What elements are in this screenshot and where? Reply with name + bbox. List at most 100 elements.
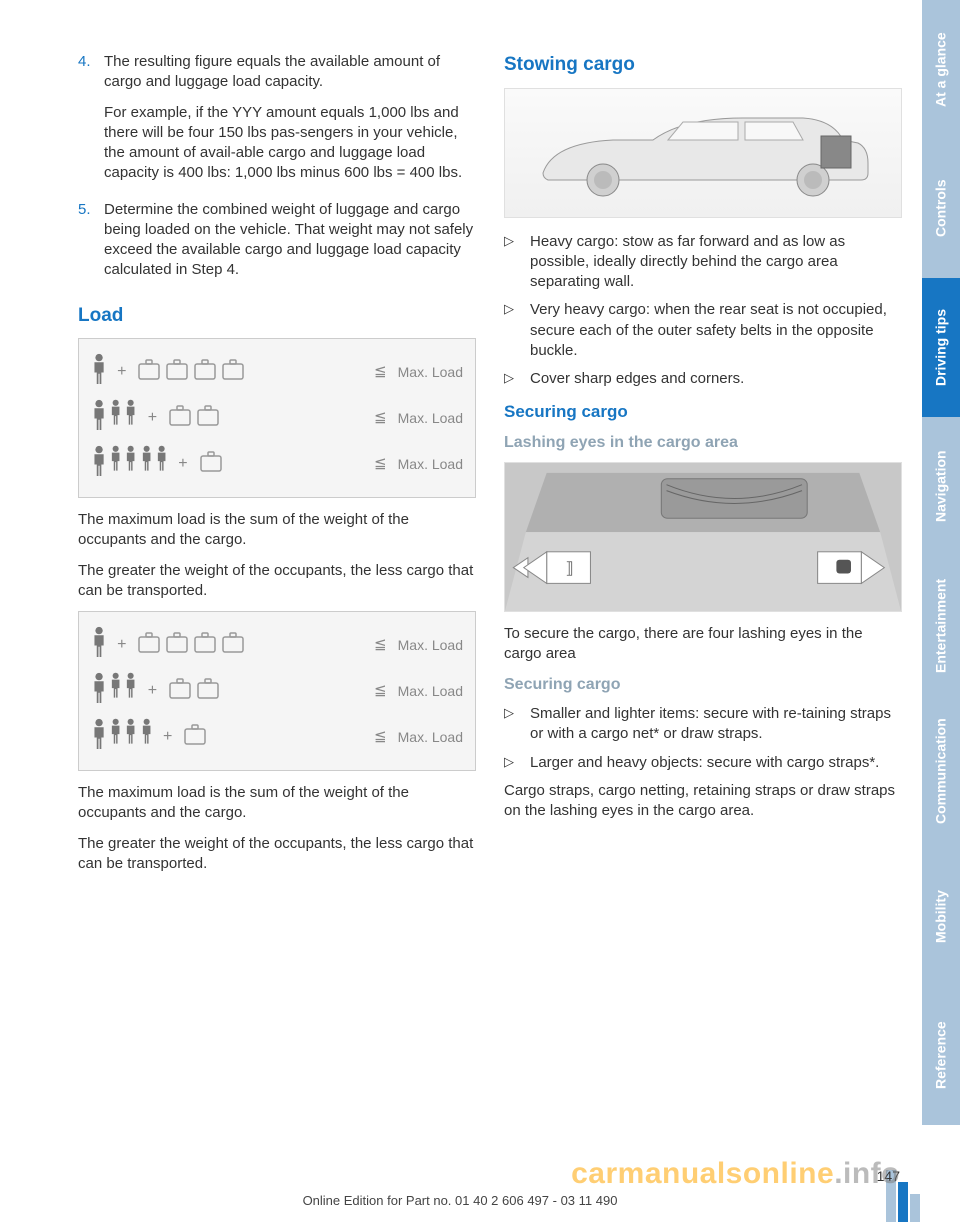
- bullet-item: ▷Cover sharp edges and corners.: [504, 369, 902, 389]
- diagram-row: + ≦Max. Load: [91, 714, 463, 760]
- diagram-row: + ≦Max. Load: [91, 395, 463, 441]
- bullet-item: ▷Smaller and lighter items: secure with …: [504, 704, 902, 745]
- luggage-icon: [182, 721, 208, 753]
- bullet-text: Cover sharp edges and corners.: [530, 369, 902, 389]
- max-load-label: Max. Load: [398, 363, 463, 382]
- section-tab[interactable]: Controls: [922, 139, 960, 278]
- bullet-text: Larger and heavy objects: secure with ca…: [530, 753, 902, 773]
- section-tab[interactable]: Driving tips: [922, 278, 960, 417]
- luggage-icon: [192, 356, 218, 388]
- list-item-4: 4. The resulting figure equals the avail…: [78, 52, 476, 194]
- luggage-icon: [220, 356, 246, 388]
- body-text: The maximum load is the sum of the weigh…: [78, 783, 476, 824]
- max-load-label: Max. Load: [398, 636, 463, 655]
- footer-edition: Online Edition for Part no. 01 40 2 606 …: [0, 1192, 920, 1210]
- max-load-label: Max. Load: [398, 455, 463, 474]
- lte-icon: ≦: [374, 454, 386, 474]
- body-text: Cargo straps, cargo netting, retaining s…: [504, 781, 902, 822]
- svg-text:⟧: ⟧: [565, 560, 573, 578]
- bullet-marker-icon: ▷: [504, 300, 530, 361]
- bullet-list: ▷Heavy cargo: stow as far forward and as…: [504, 232, 902, 390]
- person-icon: [109, 718, 122, 756]
- person-icon: [91, 353, 107, 391]
- section-tab[interactable]: Reference: [922, 986, 960, 1125]
- lte-icon: ≦: [374, 362, 386, 382]
- bullet-marker-icon: ▷: [504, 753, 530, 773]
- person-icon: [91, 445, 107, 483]
- plus-icon: +: [148, 407, 157, 429]
- subheading-securing: Securing cargo: [504, 674, 902, 696]
- body-text: To secure the cargo, there are four lash…: [504, 624, 902, 665]
- person-icon: [91, 718, 107, 756]
- plus-icon: +: [178, 453, 187, 475]
- load-diagram: + ≦ Max. Load + ≦ Max. Load: [78, 338, 476, 498]
- bullet-item: ▷Very heavy cargo: when the rear seat is…: [504, 300, 902, 361]
- diagram-row: + ≦Max. Load: [91, 668, 463, 714]
- trunk-illustration: ⟧: [504, 462, 902, 612]
- section-tab[interactable]: Mobility: [922, 847, 960, 986]
- list-number: 4.: [78, 52, 104, 194]
- bullet-text: Very heavy cargo: when the rear seat is …: [530, 300, 902, 361]
- max-load-label: Max. Load: [398, 409, 463, 428]
- subheading-lashing: Lashing eyes in the cargo area: [504, 432, 902, 454]
- plus-icon: +: [117, 361, 126, 383]
- luggage-icon: [220, 629, 246, 661]
- plus-icon: +: [163, 726, 172, 748]
- bullet-text: Smaller and lighter items: secure with r…: [530, 704, 902, 745]
- section-tab[interactable]: Communication: [922, 695, 960, 847]
- luggage-icon: [195, 675, 221, 707]
- luggage-icon: [198, 448, 224, 480]
- bullet-item: ▷Larger and heavy objects: secure with c…: [504, 753, 902, 773]
- luggage-icon: [167, 402, 193, 434]
- person-icon: [124, 399, 137, 437]
- luggage-icon: [136, 356, 162, 388]
- heading-stowing: Stowing cargo: [504, 52, 902, 78]
- plus-icon: +: [148, 680, 157, 702]
- left-column: 4. The resulting figure equals the avail…: [78, 52, 476, 1222]
- page-number: 147: [877, 1167, 900, 1186]
- person-icon: [109, 672, 122, 710]
- luggage-icon: [164, 356, 190, 388]
- luggage-icon: [136, 629, 162, 661]
- person-icon: [140, 718, 153, 756]
- person-icon: [124, 445, 137, 483]
- luggage-icon: [195, 402, 221, 434]
- max-load-label: Max. Load: [398, 728, 463, 747]
- bullet-marker-icon: ▷: [504, 232, 530, 293]
- section-tab[interactable]: At a glance: [922, 0, 960, 139]
- body-text: The maximum load is the sum of the weigh…: [78, 510, 476, 551]
- right-column: Stowing cargo ▷Heavy cargo: stow as far …: [504, 52, 902, 1222]
- lte-icon: ≦: [374, 635, 386, 655]
- body-text: The resulting figure equals the availabl…: [104, 52, 476, 93]
- person-icon: [124, 672, 137, 710]
- person-icon: [124, 718, 137, 756]
- section-tab[interactable]: Entertainment: [922, 556, 960, 695]
- car-svg: [523, 98, 883, 208]
- person-icon: [91, 672, 107, 710]
- person-icon: [140, 445, 153, 483]
- bullet-marker-icon: ▷: [504, 369, 530, 389]
- load-diagram: + ≦ Max. Load + ≦ Max. Load +: [78, 611, 476, 771]
- plus-icon: +: [117, 634, 126, 656]
- person-icon: [91, 399, 107, 437]
- heading-securing: Securing cargo: [504, 401, 902, 424]
- diagram-row: + ≦ Max. Load: [91, 441, 463, 487]
- body-text: The greater the weight of the occupants,…: [78, 834, 476, 875]
- luggage-icon: [164, 629, 190, 661]
- bullet-marker-icon: ▷: [504, 704, 530, 745]
- trunk-svg: ⟧: [505, 463, 901, 611]
- luggage-icon: [167, 675, 193, 707]
- body-text: Determine the combined weight of luggage…: [104, 200, 476, 281]
- diagram-row: + ≦ Max. Load: [91, 622, 463, 668]
- diagram-row: + ≦ Max. Load: [91, 349, 463, 395]
- heading-load: Load: [78, 303, 476, 329]
- lte-icon: ≦: [374, 681, 386, 701]
- bullet-item: ▷Heavy cargo: stow as far forward and as…: [504, 232, 902, 293]
- body-text: For example, if the YYY amount equals 1,…: [104, 103, 476, 184]
- person-icon: [109, 399, 122, 437]
- section-tab[interactable]: Navigation: [922, 417, 960, 556]
- luggage-icon: [192, 629, 218, 661]
- bullet-text: Heavy cargo: stow as far forward and as …: [530, 232, 902, 293]
- person-icon: [155, 445, 168, 483]
- list-item-5: 5. Determine the combined weight of lugg…: [78, 200, 476, 291]
